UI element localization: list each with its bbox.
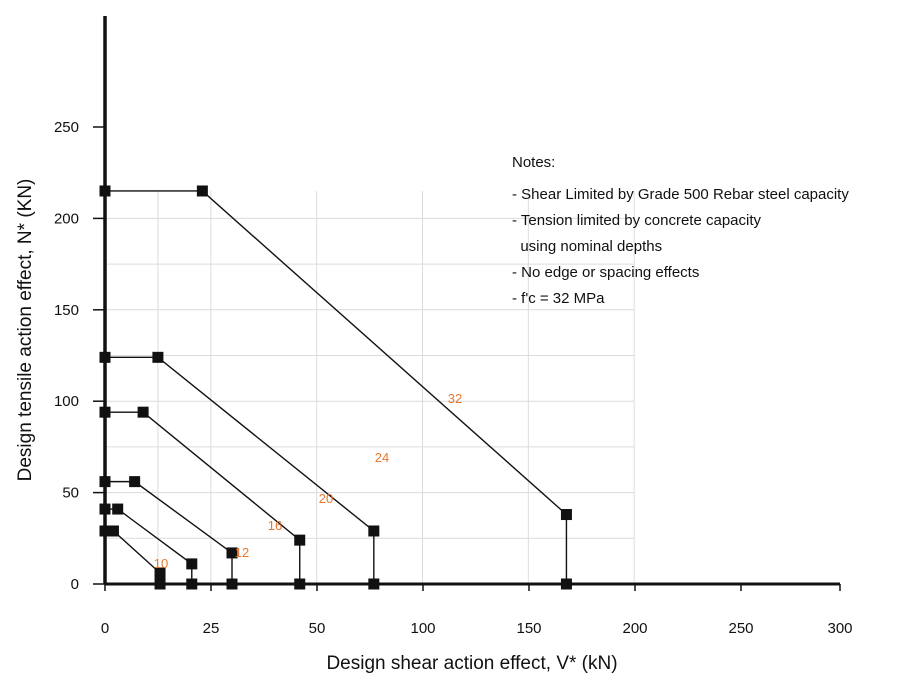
series-label-16: 16: [268, 518, 282, 533]
data-point-16: [99, 476, 111, 488]
data-point-12: [112, 503, 124, 515]
note-concrete-strength: - f'c = 32 MPa: [512, 290, 605, 307]
data-point-32: [560, 509, 572, 521]
x-ticks: 0 25 50 100 150 200 250 300: [101, 584, 853, 637]
data-point-20: [294, 578, 306, 590]
data-point-32: [99, 185, 111, 197]
x-tick-label: 250: [728, 620, 753, 637]
y-tick-label: 150: [54, 302, 79, 319]
data-point-24: [368, 578, 380, 590]
data-point-32: [560, 578, 572, 590]
y-tick-label: 250: [54, 119, 79, 136]
x-tick-label: 0: [101, 620, 109, 637]
series-label-12: 12: [235, 545, 249, 560]
data-point-12: [186, 558, 198, 570]
series-line-20: [105, 411, 301, 584]
data-point-10: [107, 525, 119, 537]
y-ticks: 0 50 100 150 200 250: [54, 119, 105, 593]
note-tension-limit-cont: using nominal depths: [512, 238, 662, 255]
series-line-24: [105, 356, 375, 584]
notes-heading: Notes:: [512, 154, 555, 171]
x-tick-label: 150: [516, 620, 541, 637]
note-tension-limit: - Tension limited by concrete capacity: [512, 212, 762, 229]
series-label-24: 24: [375, 450, 389, 465]
data-point-12: [186, 578, 198, 590]
series-line-10: [105, 530, 161, 584]
series-labels: 10 12 16 20 24 32: [154, 391, 462, 571]
series-line-16: [105, 480, 233, 584]
data-point-16: [226, 578, 238, 590]
data-point-10: [99, 525, 111, 537]
note-edge-spacing: - No edge or spacing effects: [512, 264, 699, 281]
notes-box: Notes: - Shear Limited by Grade 500 Reba…: [512, 154, 849, 307]
x-tick-label: 50: [309, 620, 326, 637]
y-axis-title: Design tensile action effect, N* (KN): [15, 179, 36, 482]
note-shear-limit: - Shear Limited by Grade 500 Rebar steel…: [512, 186, 849, 203]
data-point-20: [137, 406, 149, 418]
data-point-24: [368, 525, 380, 537]
data-point-16: [226, 547, 238, 559]
series-label-20: 20: [319, 491, 333, 506]
data-point-24: [152, 351, 164, 363]
y-tick-label: 200: [54, 210, 79, 227]
grid: [105, 190, 635, 584]
data-point-20: [294, 534, 306, 546]
data-point-12: [99, 503, 111, 515]
y-tick-label: 50: [62, 485, 79, 502]
data-point-32: [196, 185, 208, 197]
data-point-24: [99, 351, 111, 363]
x-tick-label: 300: [827, 620, 852, 637]
x-axis-title: Design shear action effect, V* (kN): [326, 653, 617, 674]
data-point-16: [129, 476, 141, 488]
series-label-10: 10: [154, 556, 168, 571]
data-point-10: [154, 578, 166, 590]
x-tick-label: 200: [622, 620, 647, 637]
x-tick-label: 100: [410, 620, 435, 637]
x-tick-label: 25: [203, 620, 220, 637]
series-line-32: [105, 190, 568, 584]
y-tick-label: 0: [71, 576, 79, 593]
data-point-20: [99, 406, 111, 418]
data-point-10: [154, 567, 166, 579]
series-group: [99, 185, 572, 590]
series-line-12: [105, 508, 193, 584]
series-label-32: 32: [448, 391, 462, 406]
y-tick-label: 100: [54, 393, 79, 410]
axes: [103, 16, 840, 586]
